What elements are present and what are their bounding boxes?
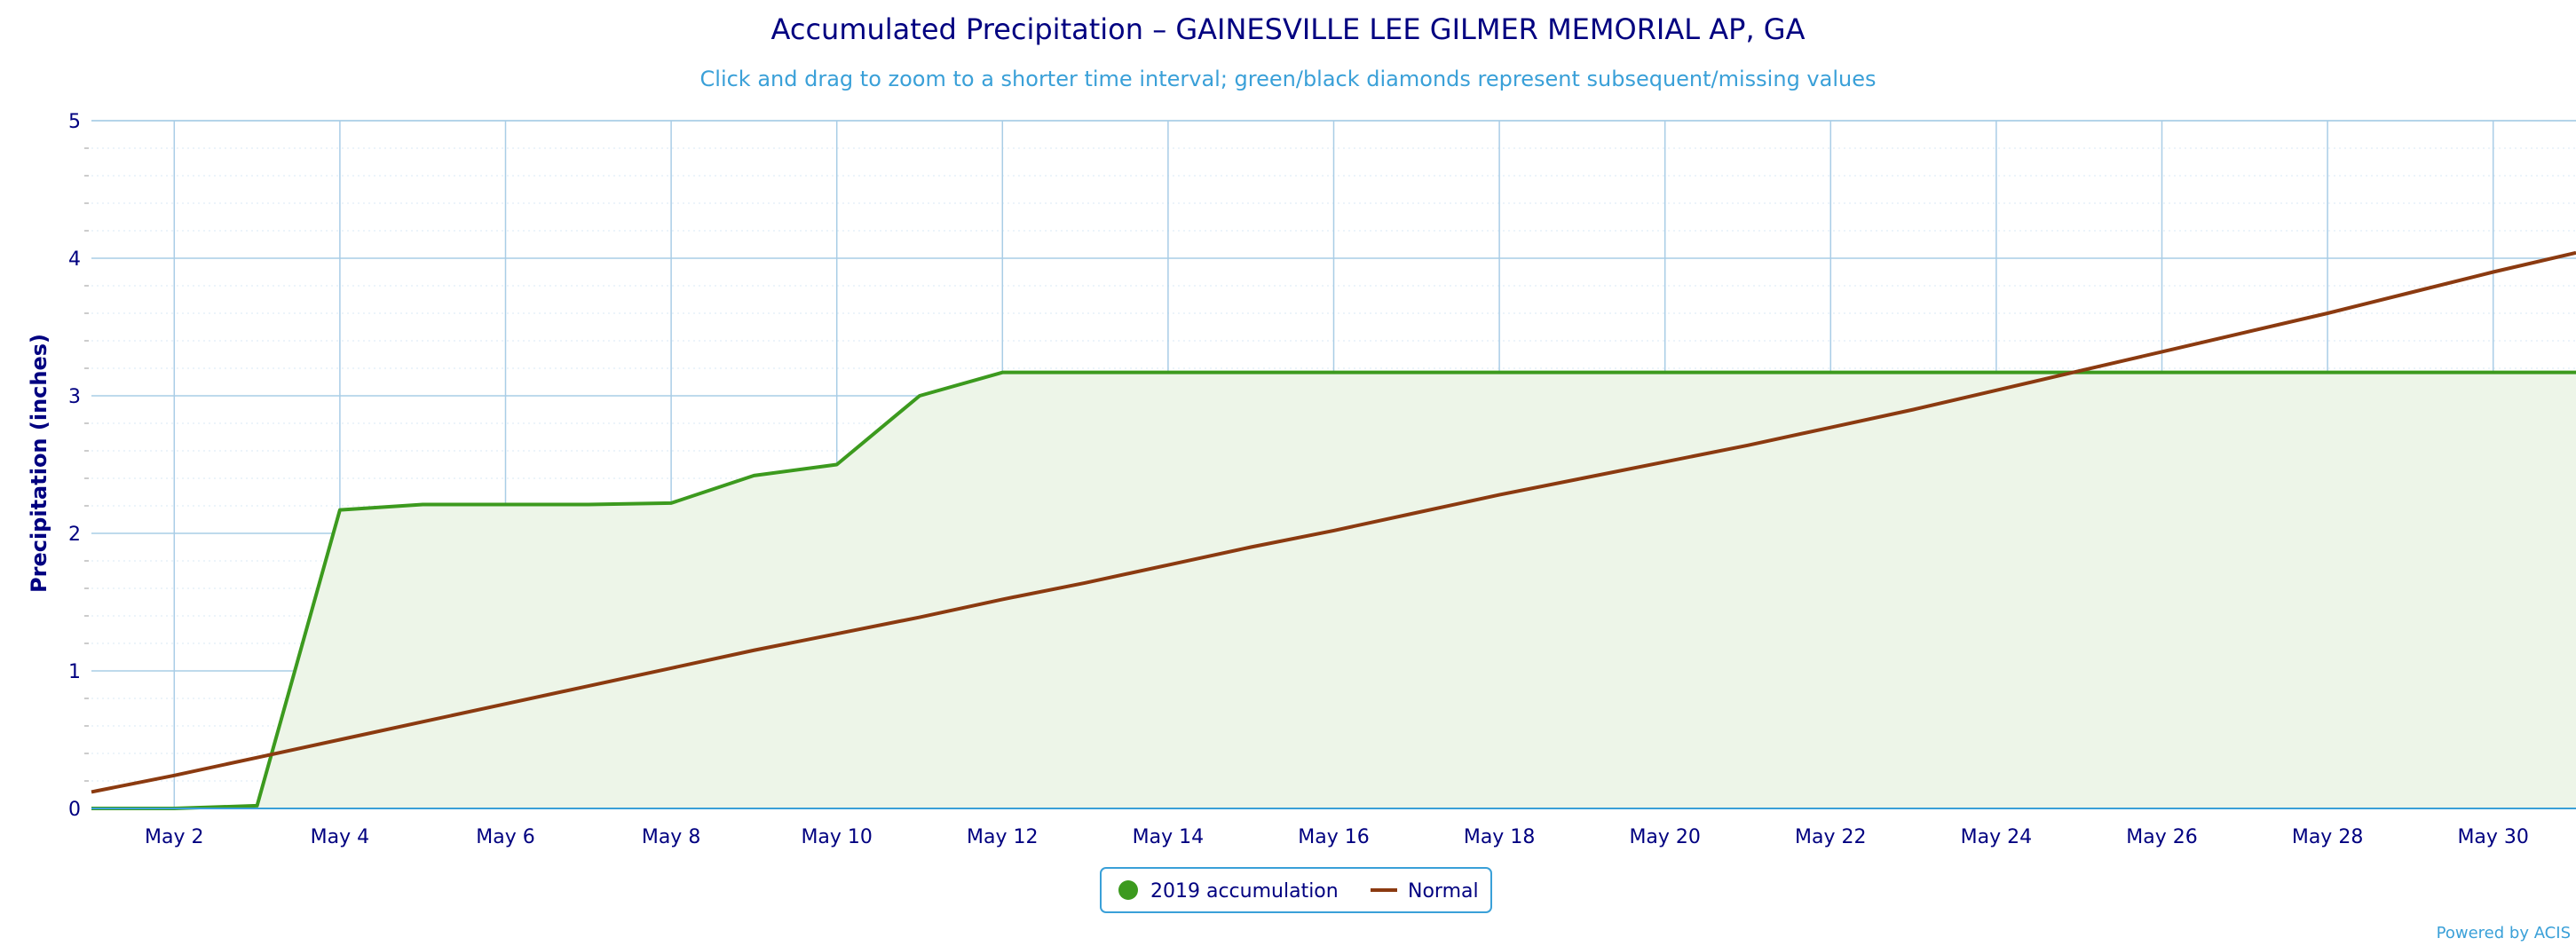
legend-item-normal[interactable]: Normal (1371, 880, 1479, 903)
chart-subtitle: Click and drag to zoom to a shorter time… (700, 67, 1877, 91)
legend-label-normal: Normal (1408, 880, 1479, 903)
x-tick-label: May 30 (2457, 826, 2528, 848)
area-layer (91, 372, 2576, 808)
y-tick-label: 4 (68, 248, 81, 271)
credit-link[interactable]: Powered by ACIS (2437, 924, 2571, 942)
x-tick-label: May 10 (801, 826, 872, 848)
y-axis-label: Precipitation (inches) (27, 334, 51, 593)
y-tick-labels: 0 1 2 3 4 5 (68, 111, 81, 821)
x-tick-label: May 18 (1464, 826, 1535, 848)
x-tick-label: May 4 (311, 826, 369, 848)
y-tick-label: 3 (68, 386, 81, 408)
legend-item-accumulation[interactable]: 2019 accumulation (1118, 880, 1339, 903)
x-tick-labels: May 2 May 4 May 6 May 8 May 10 May 12 May 14 Ma… (145, 826, 2529, 848)
x-tick-label: May 8 (642, 826, 700, 848)
accumulation-line[interactable] (91, 370, 2576, 810)
x-tick-label: May 20 (1629, 826, 1700, 848)
legend: 2019 accumulation Normal (1100, 867, 1492, 913)
chart-title: Accumulated Precipitation – GAINESVILLE … (771, 12, 1806, 46)
line-layer (91, 250, 2576, 810)
y-tick-label: 5 (68, 111, 81, 133)
x-tick-label: May 12 (967, 826, 1038, 848)
y-tick-label: 2 (68, 524, 81, 546)
x-tick-label: May 28 (2292, 826, 2363, 848)
y-tick-label: 0 (68, 799, 81, 821)
x-tick-label: May 22 (1795, 826, 1866, 848)
x-tick-label: May 16 (1298, 826, 1369, 848)
x-tick-label: May 26 (2126, 826, 2197, 848)
legend-marker-accumulation (1118, 880, 1138, 900)
x-tick-label: May 14 (1133, 826, 1204, 848)
x-tick-label: May 2 (145, 826, 203, 848)
x-tick-label: May 6 (476, 826, 534, 848)
legend-box (1100, 867, 1492, 913)
axes (91, 120, 2576, 809)
x-tick-label: May 24 (1961, 826, 2032, 848)
y-tick-label: 1 (68, 661, 81, 683)
legend-label-accumulation: 2019 accumulation (1150, 880, 1339, 903)
normal-line[interactable] (91, 250, 2576, 794)
accumulation-area (91, 372, 2576, 808)
